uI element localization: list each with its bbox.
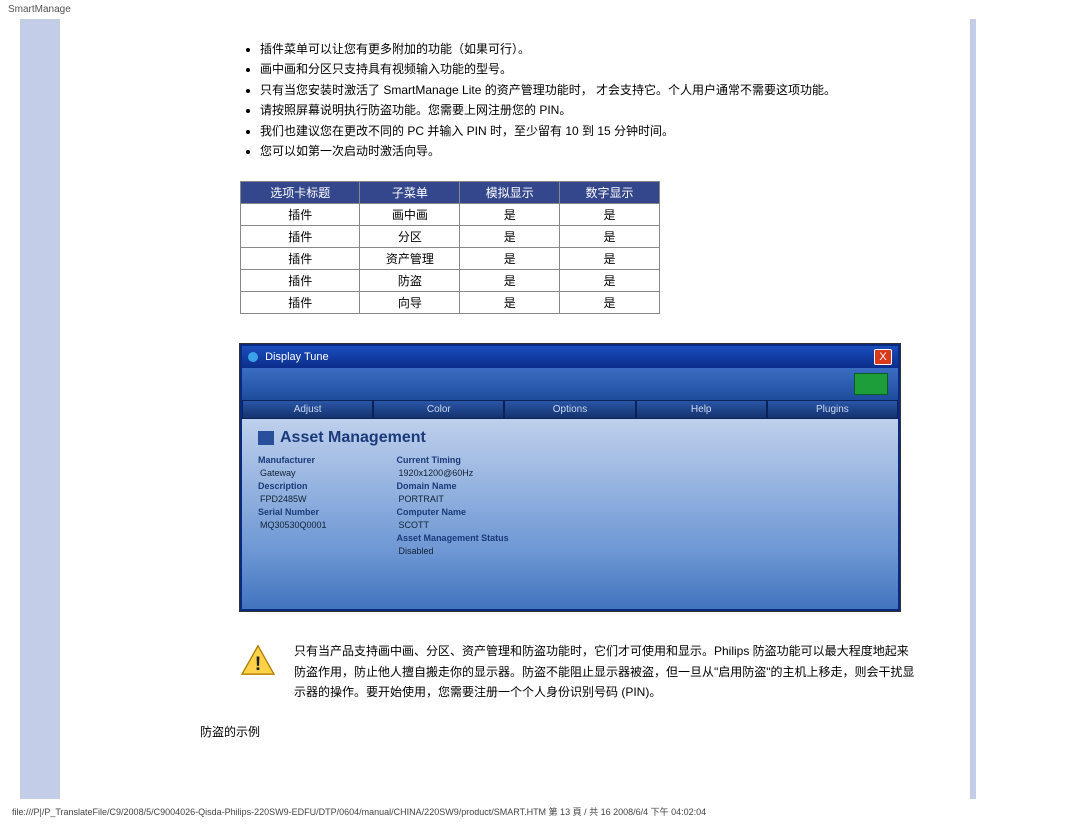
note-item: 只有当您安装时激活了 SmartManage Lite 的资产管理功能时， 才会… [260, 80, 920, 100]
brand-logo [854, 373, 888, 395]
table-cell: 插件 [241, 248, 360, 270]
asset-grid: Manufacturer Gateway Description FPD2485W Se… [258, 455, 882, 559]
window-icon [248, 352, 258, 362]
subheading-antitheft: 防盗的示例 [200, 723, 920, 740]
notes-list: 插件菜单可以让您有更多附加的功能（如果可行）。画中画和分区只支持具有视频输入功能… [242, 39, 920, 161]
window-tabs: AdjustColorOptionsHelpPlugins [242, 400, 898, 419]
asset-value: Gateway [260, 468, 327, 478]
panel-title-text: Asset Management [280, 429, 426, 447]
table-header: 子菜单 [360, 182, 460, 204]
footer-text: file:///P|/P_TranslateFile/C9/2008/5/C90… [12, 807, 706, 817]
asset-field: Current Timing 1920x1200@60Hz [397, 455, 509, 478]
left-margin-bar [20, 19, 60, 799]
note-item: 画中画和分区只支持具有视频输入功能的型号。 [260, 59, 920, 79]
table-cell: 是 [560, 292, 660, 314]
table-cell: 是 [560, 204, 660, 226]
panel-title: Asset Management [258, 429, 882, 447]
table-cell: 是 [560, 226, 660, 248]
table-row: 插件分区是是 [241, 226, 660, 248]
table-cell: 插件 [241, 292, 360, 314]
table-cell: 防盗 [360, 270, 460, 292]
table-row: 插件画中画是是 [241, 204, 660, 226]
warning-icon: ! [240, 644, 276, 676]
window-body: Asset Management Manufacturer Gateway Desc… [242, 419, 898, 609]
asset-field: Asset Management Status Disabled [397, 533, 509, 556]
asset-label: Current Timing [397, 455, 509, 465]
main-content: 插件菜单可以让您有更多附加的功能（如果可行）。画中画和分区只支持具有视频输入功能… [60, 19, 960, 799]
table-row: 插件防盗是是 [241, 270, 660, 292]
table-header: 选项卡标题 [241, 182, 360, 204]
panel-icon [258, 431, 274, 445]
table-cell: 向导 [360, 292, 460, 314]
table-row: 插件资产管理是是 [241, 248, 660, 270]
window-banner [242, 368, 898, 400]
table-row: 插件向导是是 [241, 292, 660, 314]
page-footer: file:///P|/P_TranslateFile/C9/2008/5/C90… [0, 799, 1080, 824]
asset-field: Manufacturer Gateway [258, 455, 327, 478]
display-tune-window: Display Tune X AdjustColorOptionsHelpPlu… [240, 344, 900, 611]
table-header: 数字显示 [560, 182, 660, 204]
header-title: SmartManage [8, 4, 71, 15]
asset-label: Description [258, 481, 327, 491]
asset-value: PORTRAIT [399, 494, 509, 504]
asset-field: Computer Name SCOTT [397, 507, 509, 530]
table-cell: 是 [560, 248, 660, 270]
asset-label: Asset Management Status [397, 533, 509, 543]
table-cell: 是 [560, 270, 660, 292]
asset-label: Computer Name [397, 507, 509, 517]
table-cell: 插件 [241, 204, 360, 226]
window-tab[interactable]: Adjust [242, 400, 373, 419]
table-cell: 插件 [241, 226, 360, 248]
table-cell: 是 [460, 270, 560, 292]
asset-field: Description FPD2485W [258, 481, 327, 504]
table-cell: 是 [460, 248, 560, 270]
table-cell: 分区 [360, 226, 460, 248]
asset-label: Manufacturer [258, 455, 327, 465]
window-titlebar: Display Tune X [242, 346, 898, 368]
page-header: SmartManage [0, 0, 1080, 19]
asset-value: MQ30530Q0001 [260, 520, 327, 530]
warning-text: 只有当产品支持画中画、分区、资产管理和防盗功能时，它们才可使用和显示。Phili… [294, 641, 920, 702]
window-tab[interactable]: Help [636, 400, 767, 419]
table-cell: 画中画 [360, 204, 460, 226]
window-tab[interactable]: Plugins [767, 400, 898, 419]
asset-field: Domain Name PORTRAIT [397, 481, 509, 504]
table-cell: 插件 [241, 270, 360, 292]
asset-label: Domain Name [397, 481, 509, 491]
asset-value: Disabled [399, 546, 509, 556]
note-item: 请按照屏幕说明执行防盗功能。您需要上网注册您的 PIN。 [260, 100, 920, 120]
page-body: 插件菜单可以让您有更多附加的功能（如果可行）。画中画和分区只支持具有视频输入功能… [0, 19, 1080, 799]
window-tab[interactable]: Color [373, 400, 504, 419]
asset-value: FPD2485W [260, 494, 327, 504]
asset-value: 1920x1200@60Hz [399, 468, 509, 478]
asset-field: Serial Number MQ30530Q0001 [258, 507, 327, 530]
window-tab[interactable]: Options [504, 400, 635, 419]
table-cell: 资产管理 [360, 248, 460, 270]
warning-block: ! 只有当产品支持画中画、分区、资产管理和防盗功能时，它们才可使用和显示。Phi… [240, 641, 920, 702]
svg-text:!: ! [255, 653, 262, 675]
asset-value: SCOTT [399, 520, 509, 530]
table-cell: 是 [460, 226, 560, 248]
asset-col-left: Manufacturer Gateway Description FPD2485W Se… [258, 455, 327, 559]
window-title-text: Display Tune [265, 351, 329, 363]
note-item: 您可以如第一次启动时激活向导。 [260, 141, 920, 161]
close-icon[interactable]: X [874, 349, 892, 365]
note-item: 插件菜单可以让您有更多附加的功能（如果可行）。 [260, 39, 920, 59]
table-cell: 是 [460, 292, 560, 314]
table-header: 模拟显示 [460, 182, 560, 204]
note-item: 我们也建议您在更改不同的 PC 并输入 PIN 时，至少留有 10 到 15 分… [260, 121, 920, 141]
right-margin-bar [970, 19, 976, 799]
table-cell: 是 [460, 204, 560, 226]
asset-label: Serial Number [258, 507, 327, 517]
asset-col-right: Current Timing 1920x1200@60Hz Domain Name P… [397, 455, 509, 559]
feature-table: 选项卡标题子菜单模拟显示数字显示插件画中画是是插件分区是是插件资产管理是是插件防… [240, 181, 660, 314]
